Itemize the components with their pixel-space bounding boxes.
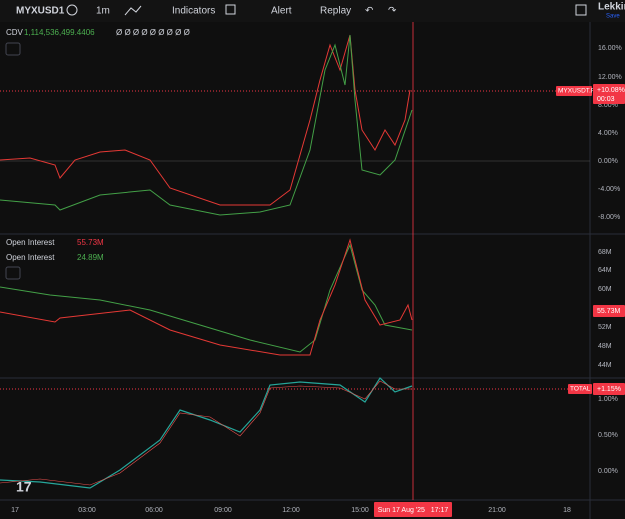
save[interactable]: Save: [606, 14, 620, 20]
legend-name: CDV: [6, 28, 24, 37]
time-axis-label: 18: [563, 507, 571, 514]
time-axis-label: 21:00: [488, 507, 506, 514]
time-axis-label: 15:00: [351, 507, 369, 514]
legend-value: 1,114,536,499.4406: [24, 28, 95, 37]
indicators[interactable]: Indicators: [172, 6, 215, 17]
symbol-badge-label: MYXUSDT.P: [558, 88, 595, 95]
legend-extra: Ø Ø Ø Ø Ø Ø Ø Ø Ø: [116, 28, 190, 37]
time-axis-label: 09:00: [214, 507, 232, 514]
time-axis-label: 06:00: [145, 507, 163, 514]
price-axis-label: 16.00%: [598, 45, 622, 52]
oi-line-red: [0, 238, 413, 356]
undo[interactable]: ↶: [365, 6, 373, 17]
collapse-button[interactable]: [5, 42, 21, 56]
price-axis-label: 48M: [598, 343, 612, 350]
oi-legend-name: Open Interest: [6, 253, 55, 262]
price-badge-time: 00:03: [597, 96, 615, 103]
toolbar: [0, 0, 625, 22]
price-axis-label: -4.00%: [598, 186, 620, 193]
oi-legend-name: Open Interest: [6, 238, 55, 247]
interval[interactable]: 1m: [96, 6, 110, 17]
price-axis-label: 8.00%: [598, 102, 618, 109]
price-axis-label: -8.00%: [598, 214, 620, 221]
oi-legend-value: 24.89M: [77, 253, 104, 262]
alert[interactable]: Alert: [271, 6, 292, 17]
price-axis-label: 0.00%: [598, 158, 618, 165]
symbol[interactable]: MYXUSD1: [16, 6, 65, 17]
price-axis-label: 68M: [598, 249, 612, 256]
total-line-wicks: [0, 380, 412, 486]
price-axis-label: 0.50%: [598, 432, 618, 439]
symbol-badge: [556, 86, 592, 96]
price-line-red: [0, 34, 411, 206]
chart-type-icon[interactable]: [124, 5, 142, 16]
price-axis-label: 1.00%: [598, 396, 618, 403]
layout-icon[interactable]: [225, 4, 236, 15]
price-axis-label: 52M: [598, 324, 612, 331]
price-badge: [593, 84, 625, 104]
price-axis-label: 12.00%: [598, 74, 622, 81]
price-axis-label: 44M: [598, 362, 612, 369]
oi-line-green: [0, 243, 413, 353]
total-badge: [568, 384, 592, 394]
price-axis-label: 4.00%: [598, 130, 618, 137]
total-badge-label: TOTAL: [570, 386, 591, 393]
total-badge-value: +1.15%: [597, 386, 621, 393]
redo[interactable]: ↷: [388, 6, 397, 17]
price-axis-label: 60M: [598, 286, 612, 293]
time-axis-label: 12:00: [282, 507, 300, 514]
user[interactable]: Lekkim: [598, 2, 625, 13]
cdv-line-green: [0, 34, 413, 216]
collapse-button[interactable]: [5, 266, 21, 280]
time-axis-label: 17: [11, 507, 19, 514]
oi-badge: [593, 305, 625, 317]
fullscreen-icon[interactable]: [575, 4, 587, 16]
price-axis-label: 0.00%: [598, 468, 618, 475]
oi-legend-value: 55.73M: [77, 238, 104, 247]
replay[interactable]: Replay: [320, 6, 351, 17]
add-icon[interactable]: [66, 4, 78, 16]
cursor-time-label: Sun 17 Aug '25 17:17: [378, 507, 449, 514]
oi-badge-value: 55.73M: [597, 308, 621, 315]
total-value-badge: [593, 383, 625, 395]
price-badge-value: +10.08%: [597, 87, 625, 94]
price-axis-label: 64M: [598, 267, 612, 274]
cursor-time-badge: [374, 502, 452, 517]
logo: 17: [16, 479, 32, 495]
time-axis-label: 03:00: [78, 507, 96, 514]
